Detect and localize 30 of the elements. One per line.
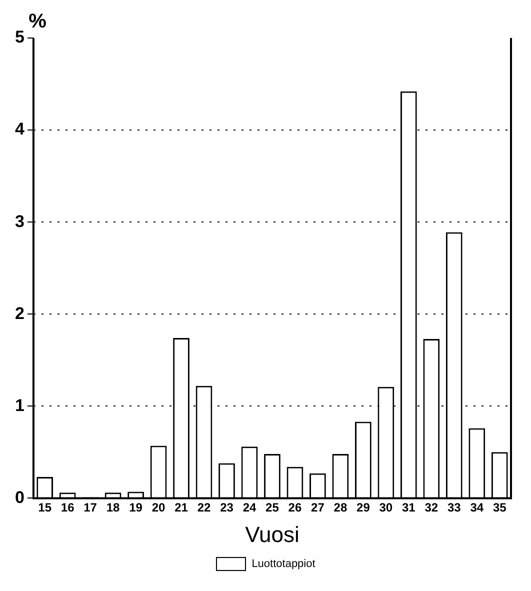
x-tick-label: 23 xyxy=(220,500,234,515)
x-tick-label: 22 xyxy=(197,500,211,515)
x-tick-label: 20 xyxy=(152,500,166,515)
x-tick-label: 15 xyxy=(38,500,52,515)
x-tick-label: 30 xyxy=(379,500,393,515)
x-tick-label: 26 xyxy=(288,500,302,515)
y-tick-label: 1 xyxy=(14,396,24,415)
x-tick-label: 19 xyxy=(129,500,143,515)
x-tick-label: 31 xyxy=(402,500,416,515)
y-tick-label: 2 xyxy=(14,304,24,323)
x-tick-label: 27 xyxy=(311,500,325,515)
y-axis-title: % xyxy=(28,10,47,33)
x-tick-label: 24 xyxy=(242,500,256,515)
x-tick-label: 25 xyxy=(266,500,280,515)
x-tick-label: 28 xyxy=(334,500,348,515)
text: Luottotappiot xyxy=(252,558,316,570)
x-tick-label: 16 xyxy=(60,500,75,515)
x-axis-title: Vuosi xyxy=(245,522,300,547)
x-tick-label: 21 xyxy=(174,500,188,515)
x-tick-label: 18 xyxy=(106,500,120,515)
x-tick-label: 32 xyxy=(424,500,438,515)
x-tick-label: 34 xyxy=(470,500,484,515)
y-tick-label: 4 xyxy=(14,120,25,139)
x-tick-label: 17 xyxy=(84,500,98,515)
x-tick-label: 35 xyxy=(492,500,507,515)
y-tick-label: 0 xyxy=(14,488,24,507)
y-tick-label: 5 xyxy=(14,28,24,47)
y-tick-label: 3 xyxy=(14,212,24,231)
x-tick-label: 33 xyxy=(447,500,462,515)
x-tick-label: 29 xyxy=(356,500,370,515)
